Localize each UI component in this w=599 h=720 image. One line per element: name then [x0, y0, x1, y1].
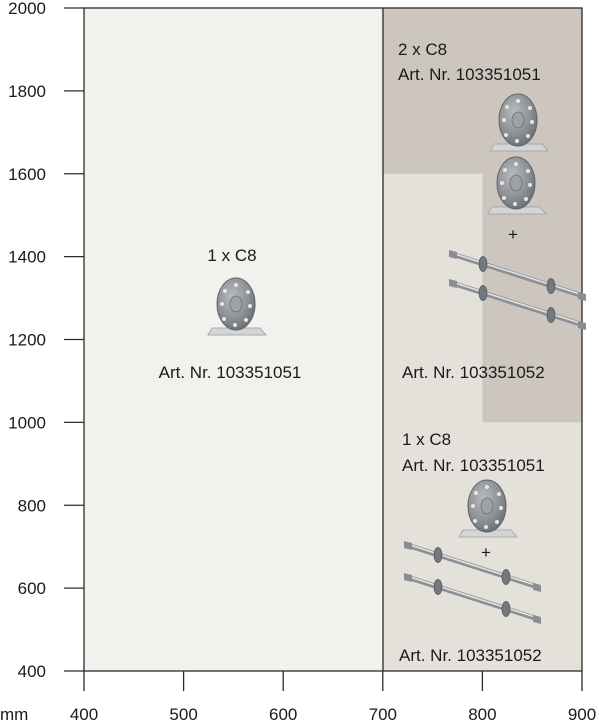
x-axis-unit-label: mm	[0, 705, 28, 720]
x-tick-label: 900	[568, 705, 596, 720]
y-tick-label: 2000	[8, 0, 46, 18]
top-right-quantity-label: 2 x C8	[398, 40, 447, 59]
x-tick-label: 400	[70, 705, 98, 720]
x-tick-label: 600	[269, 705, 297, 720]
y-tick-label: 400	[18, 662, 46, 681]
bottom-right-article2-label: Art. Nr. 103351052	[399, 646, 542, 665]
y-axis: 400 600 800 1000 1200 1400 1600 1800 2000	[8, 0, 84, 681]
top-right-article2-label: Art. Nr. 103351052	[402, 363, 545, 382]
y-tick-label: 1600	[8, 165, 46, 184]
x-tick-label: 800	[468, 705, 496, 720]
y-tick-label: 1400	[8, 248, 46, 267]
bottom-right-plus-sign: +	[481, 543, 491, 562]
region-3	[382, 8, 582, 174]
left-article-label: Art. Nr. 103351051	[159, 363, 302, 382]
y-tick-label: 600	[18, 579, 46, 598]
y-tick-label: 1800	[8, 82, 46, 101]
y-tick-label: 1200	[8, 331, 46, 350]
x-axis: 400 500 600 700 800 900	[70, 671, 596, 720]
x-tick-label: 700	[369, 705, 397, 720]
left-quantity-label: 1 x C8	[207, 246, 256, 265]
region-1	[84, 8, 383, 671]
x-tick-label: 500	[169, 705, 197, 720]
bottom-right-article-label: Art. Nr. 103351051	[402, 456, 545, 475]
top-right-article-label: Art. Nr. 103351051	[398, 65, 541, 84]
y-tick-label: 800	[18, 496, 46, 515]
y-tick-label: 1000	[8, 413, 46, 432]
bottom-right-quantity-label: 1 x C8	[402, 430, 451, 449]
plot-regions	[84, 8, 582, 671]
top-right-plus-sign: +	[508, 225, 518, 244]
